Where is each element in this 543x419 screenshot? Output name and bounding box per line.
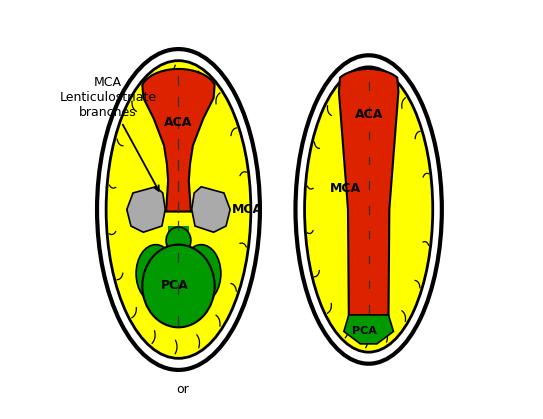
Ellipse shape (181, 245, 221, 303)
Polygon shape (127, 187, 165, 232)
Text: MCA: MCA (232, 203, 263, 216)
Polygon shape (142, 69, 214, 212)
Polygon shape (344, 315, 394, 344)
Text: PCA: PCA (160, 279, 188, 292)
Ellipse shape (305, 67, 433, 352)
Text: ACA: ACA (165, 116, 193, 129)
Text: PCA: PCA (352, 326, 377, 336)
Polygon shape (168, 226, 189, 325)
Text: MCA
Lenticulostriate
branches: MCA Lenticulostriate branches (60, 76, 159, 191)
Polygon shape (339, 69, 399, 317)
Polygon shape (192, 187, 230, 232)
Ellipse shape (136, 245, 175, 303)
Text: ACA: ACA (355, 108, 383, 121)
Ellipse shape (295, 55, 442, 364)
Ellipse shape (97, 49, 260, 370)
Text: MCA: MCA (330, 182, 361, 195)
Ellipse shape (166, 227, 191, 254)
Ellipse shape (142, 245, 214, 327)
Text: or: or (176, 383, 189, 396)
Ellipse shape (106, 61, 251, 358)
